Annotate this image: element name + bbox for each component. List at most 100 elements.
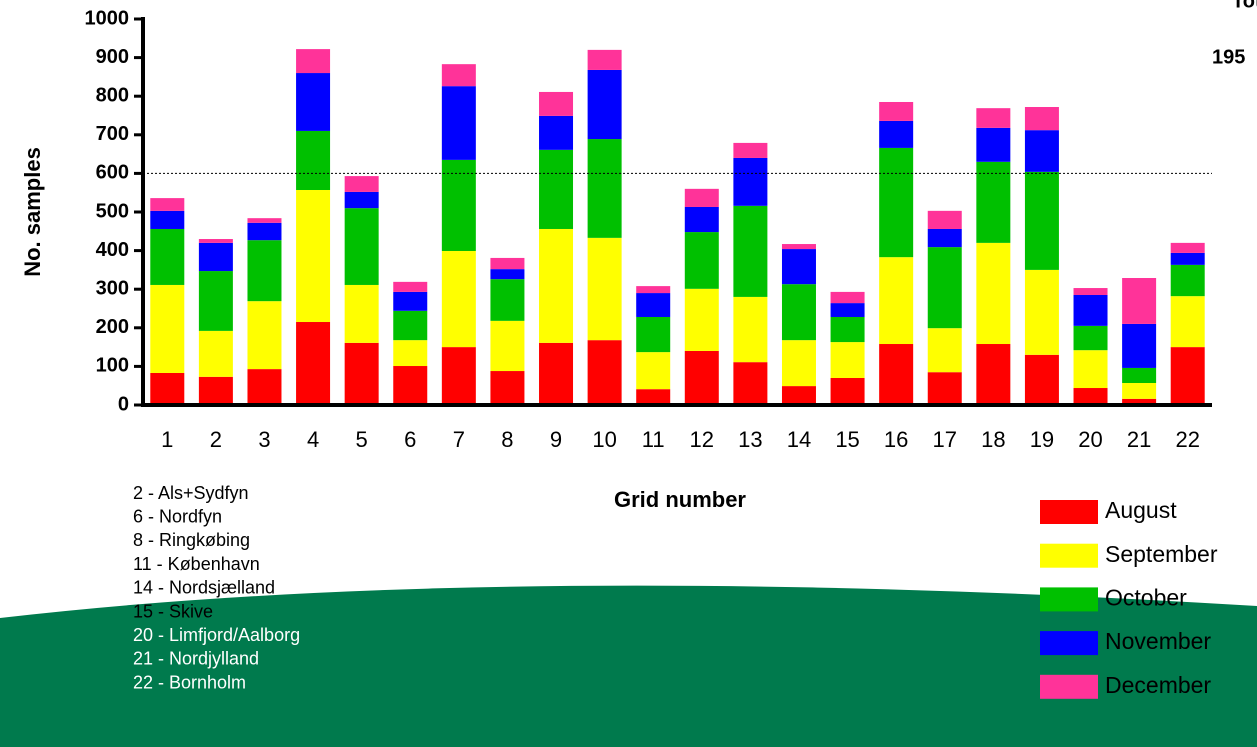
y-axis-title: No. samples <box>20 147 45 277</box>
bar-segment <box>733 158 767 206</box>
bar-segment <box>345 285 379 343</box>
x-tick-label: 2 <box>210 427 222 452</box>
legend-swatch <box>1040 500 1098 524</box>
bar-segment <box>150 285 184 373</box>
legend-swatch <box>1040 631 1098 655</box>
bar-segment <box>539 92 573 116</box>
corner-text: 195 <box>1212 46 1245 68</box>
bar-segment <box>928 229 962 247</box>
bar-segment <box>685 207 719 232</box>
bar-segment <box>150 229 184 285</box>
legend-label: September <box>1105 541 1218 567</box>
bar-segment <box>831 317 865 342</box>
bar-segment <box>247 301 281 369</box>
bar-segment <box>442 347 476 405</box>
bar-segment <box>636 317 670 352</box>
bar-segment <box>539 229 573 343</box>
legend-label: November <box>1105 628 1211 654</box>
bar-segment <box>393 340 427 366</box>
bar-segment <box>588 340 622 405</box>
bar-segment <box>831 378 865 405</box>
bar-segment <box>296 131 330 190</box>
legend-label: August <box>1105 497 1177 523</box>
bar-segment <box>490 321 524 371</box>
legend-swatch <box>1040 544 1098 568</box>
bar-segment <box>733 206 767 297</box>
x-tick-label: 15 <box>835 427 859 452</box>
x-tick-label: 8 <box>501 427 513 452</box>
bar-segment <box>490 269 524 279</box>
x-tick-label: 20 <box>1078 427 1102 452</box>
y-tick-label: 400 <box>96 239 129 261</box>
bar-segment <box>685 189 719 207</box>
bar-segment <box>588 238 622 340</box>
bar-segment <box>976 162 1010 243</box>
bar-segment <box>928 372 962 405</box>
y-tick-label: 900 <box>96 46 129 68</box>
x-tick-label: 19 <box>1030 427 1054 452</box>
bar-segment <box>296 190 330 322</box>
y-tick-label: 300 <box>96 277 129 299</box>
x-tick-label: 7 <box>453 427 465 452</box>
bar-segment <box>393 366 427 405</box>
bar-segment <box>588 50 622 70</box>
y-tick-label: 700 <box>96 123 129 145</box>
bar-segment <box>296 49 330 73</box>
bar-segment <box>1025 355 1059 405</box>
x-tick-label: 14 <box>787 427 811 452</box>
bar-segment <box>636 389 670 405</box>
bar-segment <box>1171 253 1205 265</box>
x-tick-label: 18 <box>981 427 1005 452</box>
bar-segment <box>490 279 524 321</box>
x-tick-label: 12 <box>690 427 714 452</box>
bar-segment <box>1074 388 1108 405</box>
bar-segment <box>1171 296 1205 347</box>
bar-segment <box>442 251 476 347</box>
bar-segment <box>345 192 379 208</box>
bar-segment <box>442 64 476 86</box>
region-note: 21 - Nordjylland <box>133 649 259 669</box>
bar-segment <box>1025 270 1059 355</box>
legend-label: December <box>1105 672 1211 698</box>
bar-segment <box>1122 324 1156 368</box>
x-axis-title: Grid number <box>614 487 746 512</box>
y-tick-label: 600 <box>96 162 129 184</box>
x-tick-label: 9 <box>550 427 562 452</box>
region-note: 20 - Limfjord/Aalborg <box>133 625 300 645</box>
bar-segment <box>879 102 913 121</box>
bar-segment <box>685 289 719 351</box>
bar-segment <box>782 244 816 249</box>
bar-segment <box>636 352 670 389</box>
region-note: 2 - Als+Sydfyn <box>133 483 249 503</box>
bar-segment <box>296 73 330 131</box>
bar-segment <box>831 342 865 378</box>
x-tick-label: 4 <box>307 427 319 452</box>
bar-segment <box>928 211 962 229</box>
legend-swatch <box>1040 587 1098 611</box>
bar-segment <box>1074 288 1108 295</box>
bar-segment <box>345 208 379 285</box>
bar-segment <box>247 240 281 301</box>
bar-segment <box>976 243 1010 344</box>
bar-segment <box>879 344 913 405</box>
bar-segment <box>928 247 962 328</box>
chart: No. samples Grid number Tot 195 01002003… <box>0 0 1257 747</box>
bar-segment <box>345 343 379 405</box>
y-tick-label: 200 <box>96 316 129 338</box>
bar-segment <box>685 351 719 405</box>
bar-segment <box>296 322 330 405</box>
bar-segment <box>636 286 670 293</box>
bar-segment <box>928 328 962 372</box>
bar-segment <box>539 343 573 405</box>
bar-segment <box>150 198 184 211</box>
bar-segment <box>539 150 573 229</box>
bar-segment <box>976 108 1010 128</box>
bar-segment <box>733 297 767 362</box>
bar-segment <box>879 257 913 344</box>
region-note: 14 - Nordsjælland <box>133 578 275 598</box>
y-tick-label: 1000 <box>85 7 130 29</box>
bar-segment <box>393 311 427 340</box>
bar-segment <box>685 232 719 289</box>
bar-segment <box>1025 107 1059 130</box>
x-tick-label: 13 <box>738 427 762 452</box>
